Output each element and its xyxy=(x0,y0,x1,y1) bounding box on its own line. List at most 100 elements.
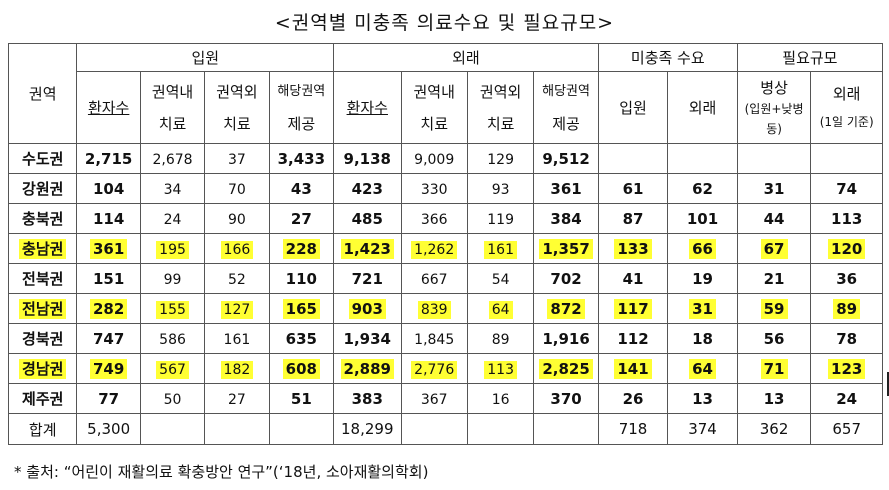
cell-unmet-in: 41 xyxy=(597,263,669,294)
table-row: 제주권 77 50 27 51 383 367 16 370 26 13 13 24 xyxy=(7,383,883,414)
cell-out-prov: 370 xyxy=(533,383,599,414)
cell-out-patients: 1,934 xyxy=(333,323,402,354)
cell-out-in: 839 xyxy=(400,293,468,324)
cell-value: 16 xyxy=(491,391,510,408)
cell-in-prov: 635 xyxy=(268,323,335,354)
table-body: 수도권 2,715 2,678 37 3,433 9,138 9,009 129 9,512 강원… xyxy=(7,143,883,414)
cell-value: 62 xyxy=(692,179,713,198)
cell-value: 43 xyxy=(290,179,312,198)
cell-value: 61 xyxy=(622,179,644,198)
cell-out-patients: 383 xyxy=(333,383,402,414)
cell-value: 59 xyxy=(760,298,788,319)
header-out-out-region: 권역외 치료 xyxy=(466,71,535,144)
cell-value: 370 xyxy=(550,389,582,408)
cell-value: 70 xyxy=(228,181,246,198)
cell-in-prov: 228 xyxy=(268,233,335,264)
cell-req-out: 89 xyxy=(810,293,883,324)
cell-in-prov: 27 xyxy=(268,203,335,234)
cell-value: 228 xyxy=(282,238,320,259)
cell-value: 747 xyxy=(92,329,125,348)
total-out-patients: 18,299 xyxy=(333,413,402,445)
cell-unmet-out: 101 xyxy=(667,203,738,234)
cell-value: 36 xyxy=(836,269,858,288)
cell-value: 52 xyxy=(228,271,246,288)
cell-value: 충남권 xyxy=(19,239,67,259)
cell-region: 전북권 xyxy=(7,263,78,294)
cell-value: 635 xyxy=(285,329,317,348)
cell-value: 90 xyxy=(228,211,246,228)
cell-value: 721 xyxy=(351,269,383,288)
cell-in-in: 34 xyxy=(139,173,206,204)
cell-value: 155 xyxy=(156,300,189,319)
cell-out-out: 113 xyxy=(466,353,535,384)
cell-out-out: 93 xyxy=(466,173,535,204)
cell-unmet-in: 133 xyxy=(597,233,669,264)
cell-value: 18 xyxy=(692,329,713,348)
cell-value: 9,138 xyxy=(343,149,391,168)
cell-out-out: 89 xyxy=(466,323,535,354)
cell-value: 423 xyxy=(351,179,383,198)
cell-in-patients: 114 xyxy=(76,203,141,234)
cell-value: 66 xyxy=(689,238,716,259)
cell-out-patients: 2,889 xyxy=(333,353,402,384)
cell-beds: 56 xyxy=(736,323,812,354)
cell-beds: 44 xyxy=(736,203,812,234)
cell-in-prov: 608 xyxy=(268,353,335,384)
cell-value: 361 xyxy=(550,179,582,198)
cell-value: 27 xyxy=(290,209,312,228)
table-row: 충남권 361 195 166 228 1,423 1,262 161 1,357 133 66 67… xyxy=(7,233,883,264)
cell-value: 71 xyxy=(760,358,788,379)
cell-in-patients: 77 xyxy=(76,383,141,414)
cell-value: 120 xyxy=(828,238,866,259)
cell-in-out: 90 xyxy=(204,203,270,234)
cell-value: 2,776 xyxy=(411,360,458,379)
header-out-patients: 환자수 xyxy=(333,71,402,144)
cell-unmet-out: 19 xyxy=(667,263,738,294)
cell-in-in: 99 xyxy=(139,263,206,294)
cell-region: 전남권 xyxy=(7,293,78,324)
cell-value: 31 xyxy=(689,298,716,319)
cell-value: 21 xyxy=(763,269,785,288)
cell-in-patients: 151 xyxy=(76,263,141,294)
cell-unmet-in: 26 xyxy=(597,383,669,414)
table-row: 경북권 747 586 161 635 1,934 1,845 89 1,916 112 18 56 7… xyxy=(7,323,883,354)
cell-value: 1,845 xyxy=(414,331,455,348)
cell-value: 112 xyxy=(617,329,649,348)
regional-demand-table: 권역 입원 외래 미충족 수요 필요규모 환자수 권역내 치료 권역외 치료 해당권… xyxy=(7,43,884,445)
cell-in-out: 52 xyxy=(204,263,270,294)
cell-out-in: 1,845 xyxy=(400,323,468,354)
cell-in-prov: 3,433 xyxy=(268,143,335,174)
cell-value: 1,262 xyxy=(411,240,458,259)
cell-value: 수도권 xyxy=(22,150,64,168)
cell-out-in: 667 xyxy=(400,263,468,294)
cell-value: 50 xyxy=(163,391,182,408)
edge-mark xyxy=(887,372,889,396)
header-unmet-out: 외래 xyxy=(667,71,738,144)
cell-value: 99 xyxy=(163,271,182,288)
header-required-scale: 필요규모 xyxy=(736,43,884,72)
cell-value: 366 xyxy=(420,211,448,228)
header-beds: 병상 (입원+낮병 동) xyxy=(736,71,812,144)
cell-value: 119 xyxy=(487,211,514,228)
cell-value: 114 xyxy=(92,209,125,228)
header-region: 권역 xyxy=(7,43,78,144)
cell-value: 182 xyxy=(220,360,254,379)
cell-in-out: 27 xyxy=(204,383,270,414)
cell-value: 전북권 xyxy=(22,270,64,288)
header-in-in-region: 권역내 치료 xyxy=(139,71,206,144)
cell-value: 24 xyxy=(163,211,182,228)
header-in-out-region: 권역외 치료 xyxy=(204,71,270,144)
cell-value: 41 xyxy=(622,269,644,288)
cell-value: 19 xyxy=(692,269,713,288)
cell-value: 78 xyxy=(836,329,858,348)
cell-beds: 31 xyxy=(736,173,812,204)
cell-out-prov: 361 xyxy=(533,173,599,204)
cell-value: 1,357 xyxy=(539,238,593,259)
cell-in-out: 161 xyxy=(204,323,270,354)
cell-out-in: 367 xyxy=(400,383,468,414)
cell-value: 872 xyxy=(547,298,585,319)
table-row: 경남권 749 567 182 608 2,889 2,776 113 2,825 141 64 71… xyxy=(7,353,883,384)
cell-value: 54 xyxy=(491,271,510,288)
cell-unmet-in: 117 xyxy=(597,293,669,324)
cell-value: 26 xyxy=(622,389,644,408)
